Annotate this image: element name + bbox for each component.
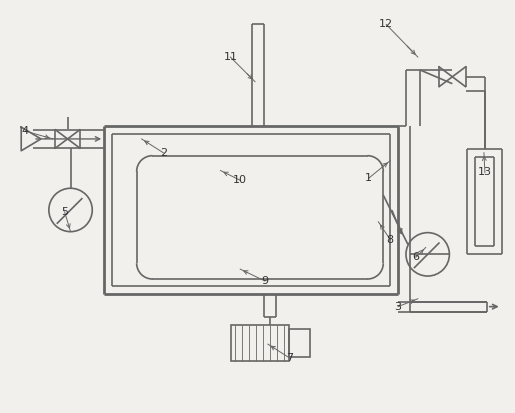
Text: 7: 7: [286, 353, 293, 363]
Bar: [288, 329, 310, 357]
Text: 5: 5: [61, 207, 68, 217]
Text: 9: 9: [261, 276, 268, 286]
Text: 2: 2: [160, 148, 167, 158]
Text: 13: 13: [478, 167, 492, 178]
Text: 6: 6: [413, 252, 419, 262]
Text: 8: 8: [387, 235, 394, 244]
Text: 12: 12: [379, 19, 393, 29]
Text: 3: 3: [394, 301, 402, 312]
Text: 10: 10: [233, 176, 247, 185]
Text: 4: 4: [22, 126, 29, 136]
Text: 11: 11: [224, 52, 237, 62]
Text: 1: 1: [365, 173, 372, 183]
Bar: [231, 325, 288, 361]
